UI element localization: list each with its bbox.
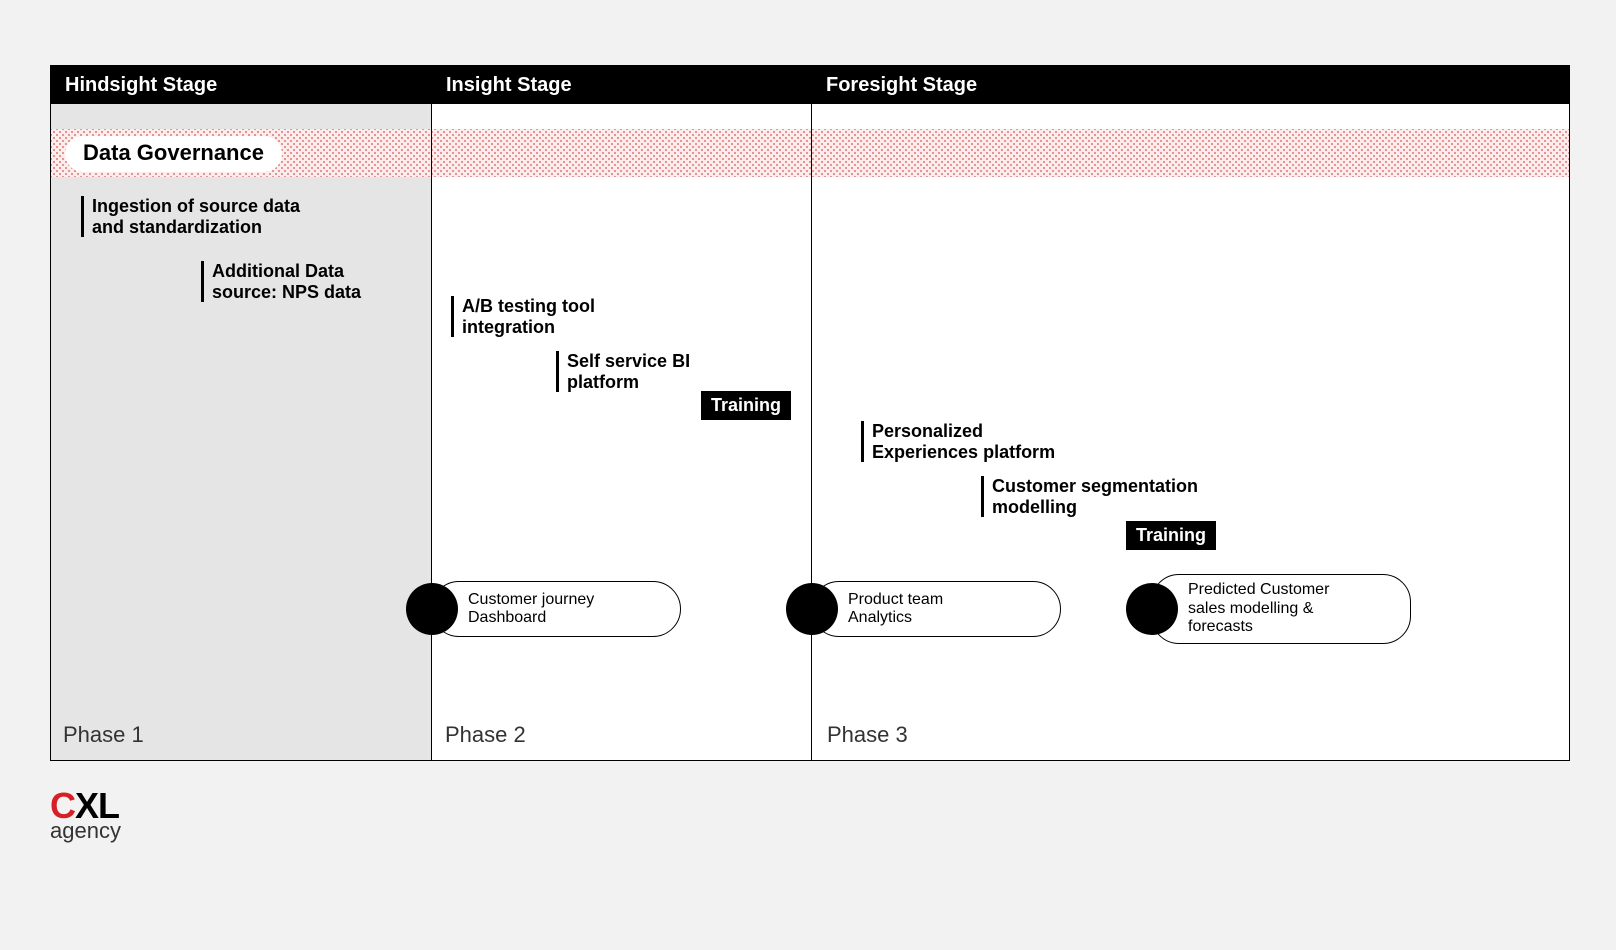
tag-training-2: Training [1126, 521, 1216, 550]
stage-header-3: Foresight Stage [812, 66, 1570, 104]
roadmap-canvas: Data Governance Hindsight Stage Insight … [50, 65, 1570, 761]
milestone-forecasts: Predicted Customer sales modelling & for… [1151, 574, 1411, 644]
item-personalized: Personalized Experiences platform [861, 421, 1101, 462]
stage-header-2: Insight Stage [432, 66, 811, 104]
cxl-agency-logo: CXL agency [50, 790, 121, 844]
governance-label: Data Governance [65, 136, 282, 172]
milestone-label: Customer journey Dashboard [468, 591, 610, 628]
phase-label-1: Phase 1 [63, 722, 144, 748]
divider-2 [811, 66, 812, 760]
divider-1 [431, 66, 432, 760]
item-segmentation: Customer segmentation modelling [981, 476, 1241, 517]
stage-header-1: Hindsight Stage [51, 66, 431, 104]
milestone-dot-icon [406, 583, 458, 635]
milestone-label: Predicted Customer sales modelling & for… [1188, 581, 1345, 636]
item-nps: Additional Data source: NPS data [201, 261, 401, 302]
item-ingestion: Ingestion of source data and standardiza… [81, 196, 341, 237]
milestone-product-analytics: Product team Analytics [811, 581, 1061, 637]
tag-training-1: Training [701, 391, 791, 420]
phase-label-3: Phase 3 [827, 722, 908, 748]
milestone-dot-icon [786, 583, 838, 635]
milestone-dot-icon [1126, 583, 1178, 635]
phase-label-2: Phase 2 [445, 722, 526, 748]
milestone-label: Product team Analytics [848, 591, 959, 628]
item-bi-platform: Self service BI platform [556, 351, 756, 392]
item-ab-testing: A/B testing tool integration [451, 296, 651, 337]
milestone-customer-journey: Customer journey Dashboard [431, 581, 681, 637]
logo-agency: agency [50, 818, 121, 844]
